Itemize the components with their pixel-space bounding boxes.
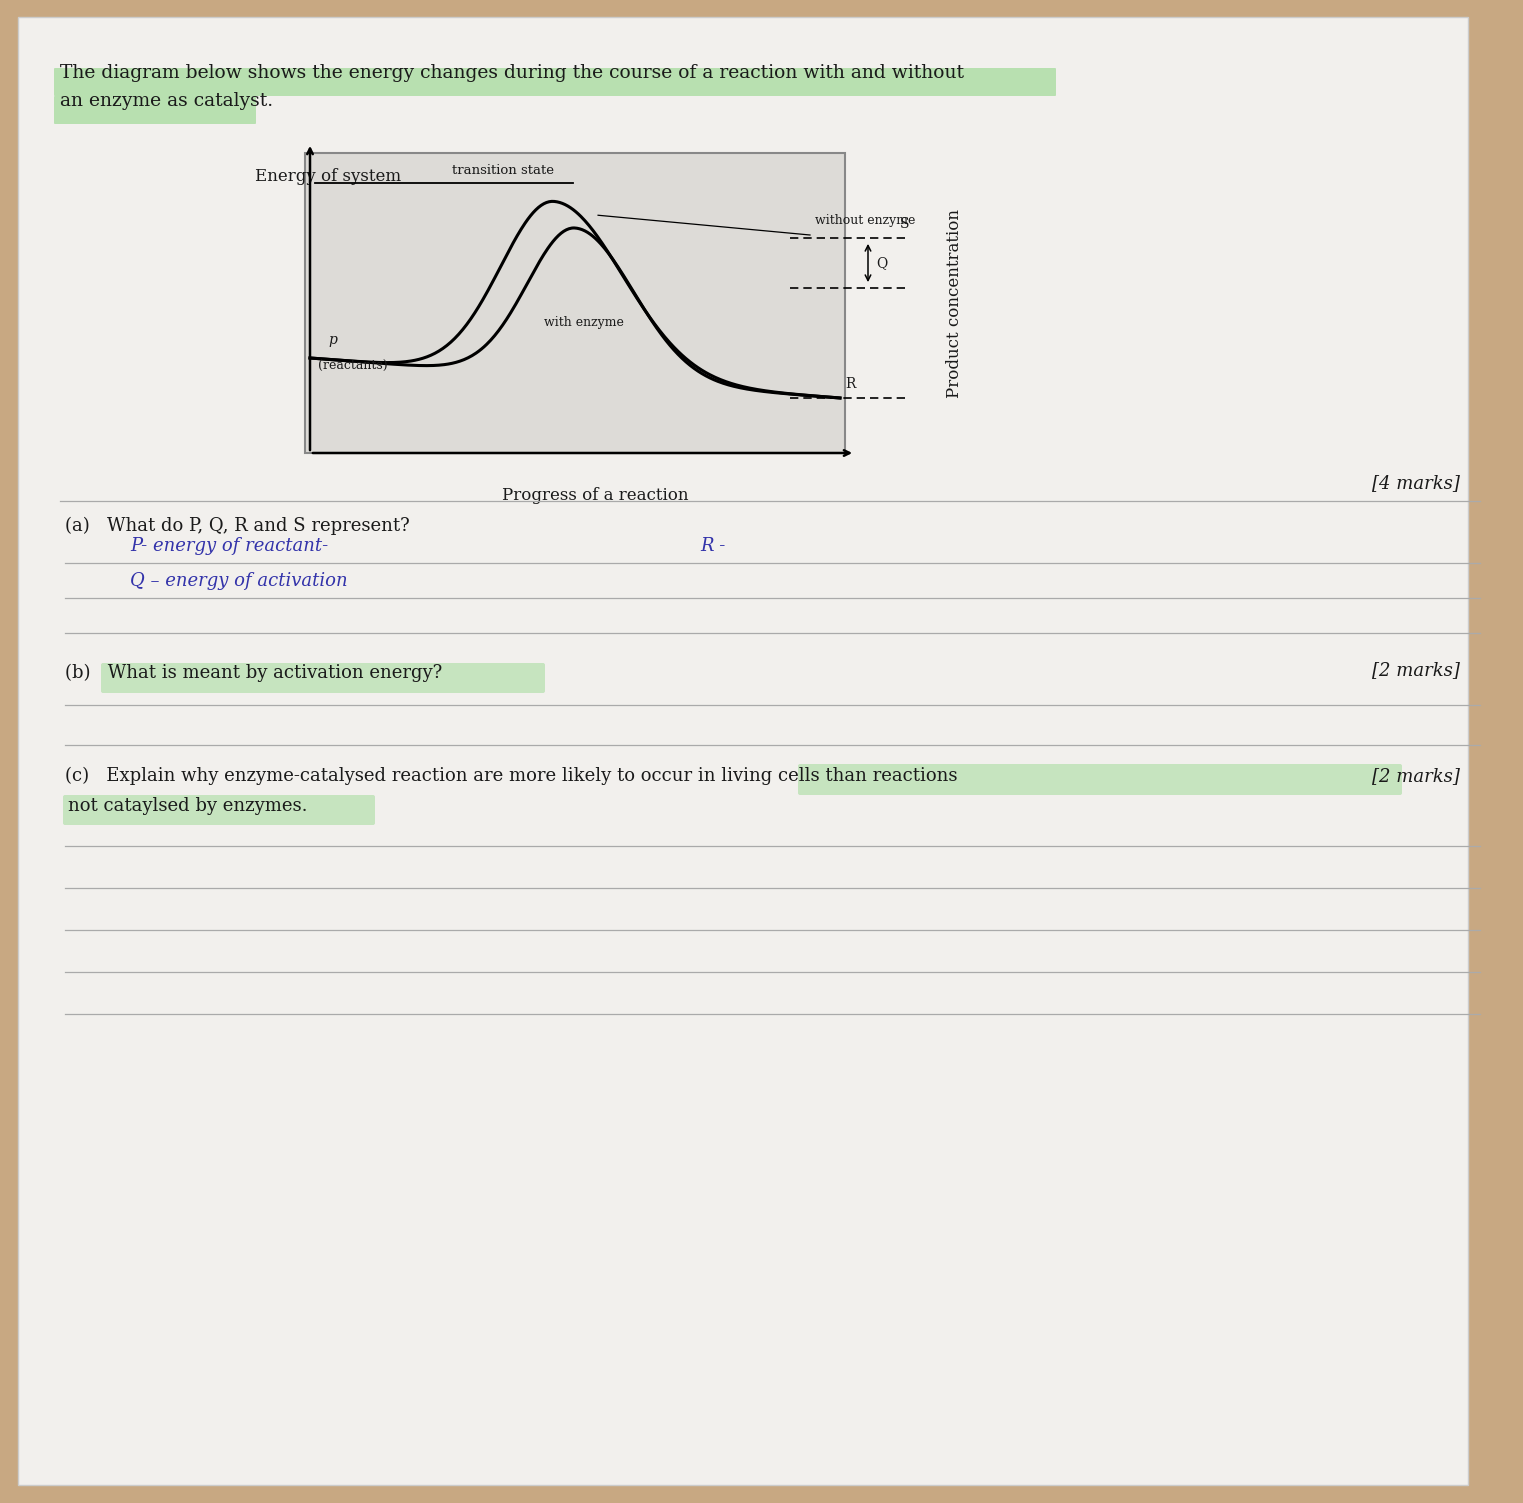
Text: [4 marks]: [4 marks] xyxy=(1372,473,1461,491)
Text: p: p xyxy=(327,334,337,347)
Text: (a)   What do P, Q, R and S represent?: (a) What do P, Q, R and S represent? xyxy=(65,517,410,535)
Text: [2 marks]: [2 marks] xyxy=(1372,767,1461,785)
Text: P- energy of reactant-: P- energy of reactant- xyxy=(129,537,329,555)
FancyBboxPatch shape xyxy=(101,663,545,693)
Text: without enzyme: without enzyme xyxy=(815,213,915,227)
Text: Energy of system: Energy of system xyxy=(254,168,401,185)
Text: transition state: transition state xyxy=(452,164,554,177)
Text: R: R xyxy=(845,377,856,391)
Text: S: S xyxy=(900,216,909,231)
Text: R -: R - xyxy=(701,537,725,555)
Text: an enzyme as catalyst.: an enzyme as catalyst. xyxy=(59,92,273,110)
FancyBboxPatch shape xyxy=(53,96,256,125)
Bar xyxy=(305,153,845,452)
FancyBboxPatch shape xyxy=(18,17,1468,1485)
Text: (b)   What is meant by activation energy?: (b) What is meant by activation energy? xyxy=(65,664,442,682)
FancyBboxPatch shape xyxy=(62,795,375,825)
FancyBboxPatch shape xyxy=(53,68,1055,96)
Text: Progress of a reaction: Progress of a reaction xyxy=(501,487,688,505)
Text: The diagram below shows the energy changes during the course of a reaction with : The diagram below shows the energy chang… xyxy=(59,65,964,83)
Text: with enzyme: with enzyme xyxy=(544,316,624,329)
Text: Q – energy of activation: Q – energy of activation xyxy=(129,573,347,591)
Text: Product concentration: Product concentration xyxy=(946,209,964,397)
Text: (reactants): (reactants) xyxy=(318,361,388,373)
FancyBboxPatch shape xyxy=(798,764,1403,795)
Text: Q: Q xyxy=(876,256,888,271)
Text: (c)   Explain why enzyme-catalysed reaction are more likely to occur in living c: (c) Explain why enzyme-catalysed reactio… xyxy=(65,767,958,785)
Text: [2 marks]: [2 marks] xyxy=(1372,661,1461,679)
Text: not cataylsed by enzymes.: not cataylsed by enzymes. xyxy=(69,797,308,815)
